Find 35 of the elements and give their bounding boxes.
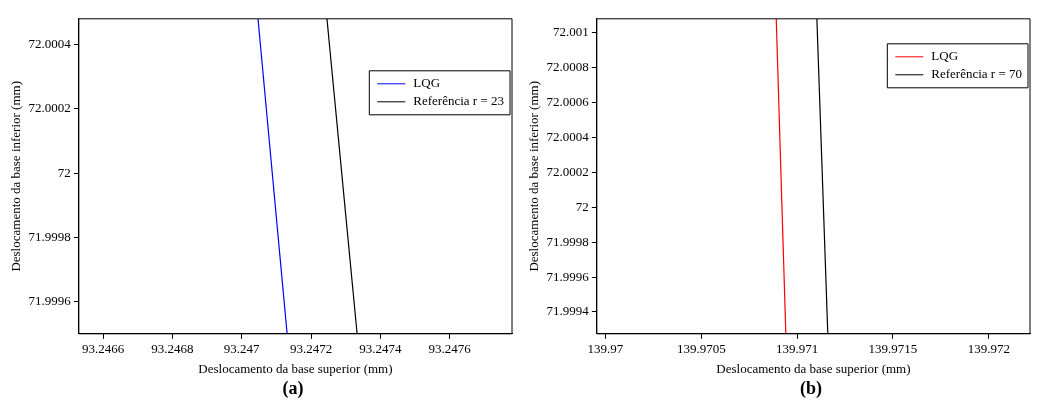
x-tick-label: 139.971 bbox=[776, 341, 819, 357]
x-tick-label: 93.2476 bbox=[428, 341, 472, 357]
x-tick-label: 93.2474 bbox=[359, 341, 402, 357]
y-tick-label: 72.0004 bbox=[28, 35, 72, 51]
x-tick-label: 93.2468 bbox=[151, 341, 194, 357]
legend-label: Referência r = 70 bbox=[931, 66, 1022, 82]
x-axis-title: Deslocamento da base superior (mm) bbox=[716, 360, 911, 376]
x-tick-label: 93.2466 bbox=[81, 341, 125, 357]
text: (b) bbox=[799, 378, 823, 399]
y-axis-title: Deslocamento da base inferior (mm) bbox=[8, 81, 24, 272]
y-tick-label: 72.0008 bbox=[546, 59, 589, 75]
y-tick-label: 72 bbox=[575, 198, 589, 214]
y-tick-label: 72.001 bbox=[553, 24, 589, 40]
x-tick-label: 139.9705 bbox=[676, 341, 726, 357]
x-tick-label: 93.247 bbox=[223, 341, 261, 357]
x-tick-label: 139.9715 bbox=[868, 341, 918, 357]
y-tick-label: 71.9998 bbox=[28, 228, 71, 244]
y-tick-label: 71.9996 bbox=[546, 268, 590, 284]
y-tick-label: 72.0006 bbox=[546, 93, 590, 109]
legend-label: LQG bbox=[931, 48, 959, 64]
y-axis-title: Deslocamento da base inferior (mm) bbox=[526, 81, 542, 272]
y-tick-label: 72.0004 bbox=[546, 128, 590, 144]
legend-label: LQG bbox=[413, 75, 441, 91]
x-tick-label: 139.97 bbox=[587, 341, 624, 357]
y-tick-label: 71.9996 bbox=[28, 293, 72, 309]
y-tick-label: 71.9994 bbox=[546, 303, 590, 319]
y-tick-label: 72 bbox=[57, 164, 71, 180]
x-tick-label: 139.972 bbox=[967, 341, 1010, 357]
text: (a) bbox=[281, 378, 305, 399]
y-tick-label: 71.9998 bbox=[546, 233, 589, 249]
y-tick-label: 72.0002 bbox=[546, 163, 589, 179]
x-tick-label: 93.2472 bbox=[289, 341, 333, 357]
y-tick-label: 72.0002 bbox=[28, 100, 71, 116]
x-axis-title: Deslocamento da base superior (mm) bbox=[198, 360, 393, 376]
legend-label: Referência r = 23 bbox=[413, 93, 504, 109]
